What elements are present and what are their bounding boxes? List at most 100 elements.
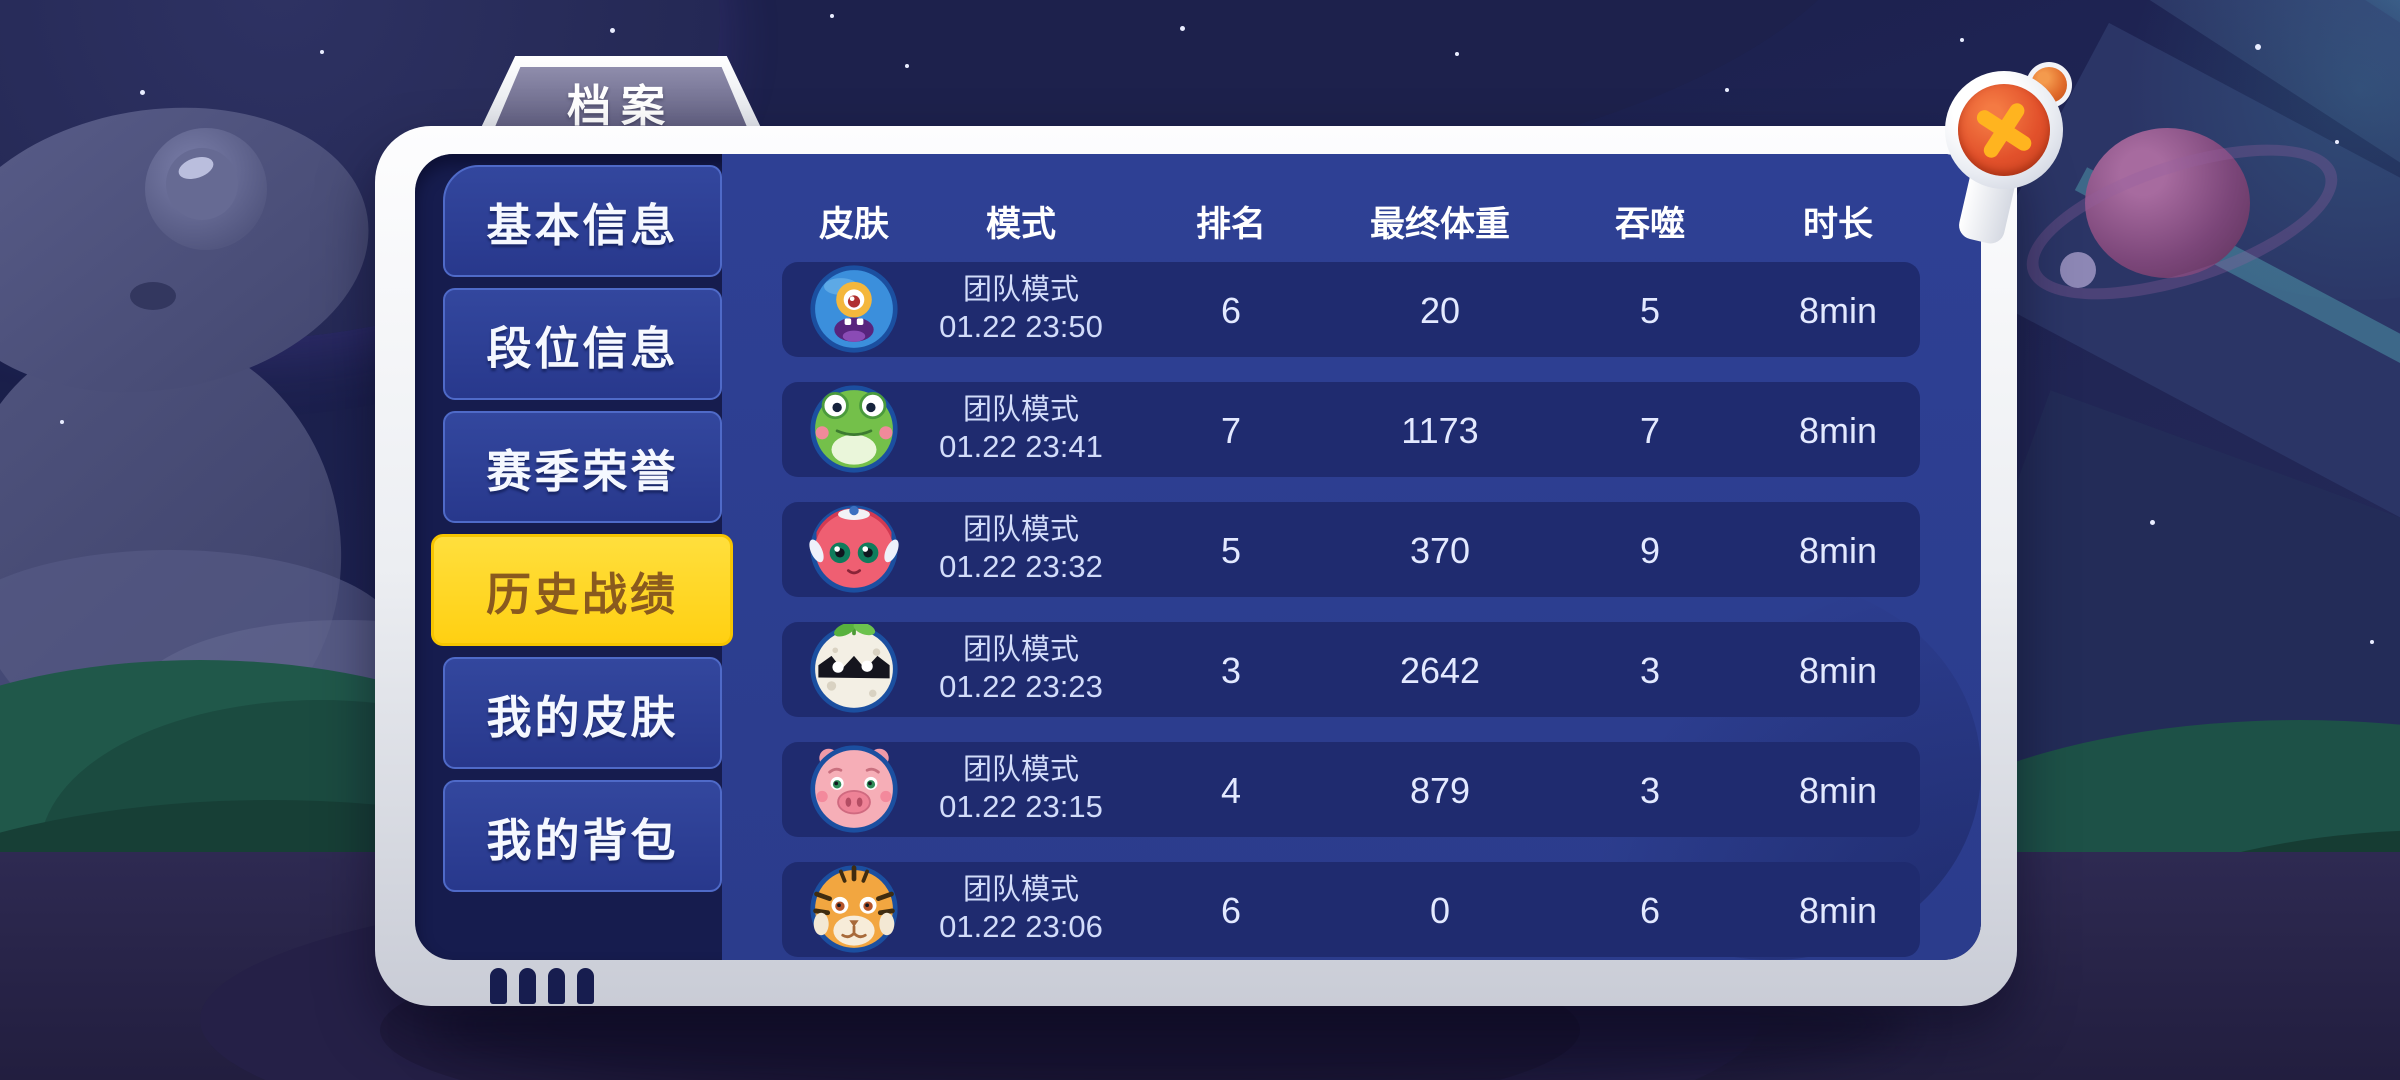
profile-dialog: 皮肤 模式 排名 最终体重 吞噬 时长 团队模式 01.22 23:50 6 2… <box>375 126 2017 1006</box>
table-row: 团队模式 01.22 23:32 5 370 9 8min <box>782 502 1920 597</box>
devour-cell: 3 <box>1639 650 1661 691</box>
duration-cell: 8min <box>1798 410 1878 451</box>
devour-cell: 3 <box>1639 770 1661 811</box>
star <box>320 50 324 54</box>
star <box>2370 640 2374 644</box>
col-header-devour: 吞噬 <box>1614 205 1685 244</box>
sidebar-item-my-backpack[interactable]: 我的背包 <box>443 780 722 892</box>
panel-notch <box>577 968 594 1004</box>
tab-title: 档案 <box>567 82 675 131</box>
panel-notch <box>519 968 536 1004</box>
duration-cell: 8min <box>1798 290 1878 331</box>
weight-cell: 2642 <box>1399 650 1481 691</box>
star <box>1725 88 1729 92</box>
star <box>1455 52 1459 56</box>
star <box>2335 140 2339 144</box>
star <box>1180 26 1185 31</box>
robot-mouth <box>130 282 176 310</box>
rank-cell: 4 <box>1220 770 1242 811</box>
mode-label: 团队模式 <box>962 394 1079 426</box>
duration-cell: 8min <box>1798 650 1878 691</box>
star <box>2150 520 2155 525</box>
mode-cell: 团队模式 01.22 23:41 <box>891 392 1151 466</box>
sidebar-item-label: 段位信息 <box>486 322 679 374</box>
mode-cell: 团队模式 01.22 23:15 <box>891 752 1151 826</box>
devour-cell: 9 <box>1639 530 1661 571</box>
weight-cell: 0 <box>1429 890 1451 931</box>
mini-moon <box>2060 252 2096 288</box>
sidebar-item-label: 基本信息 <box>486 199 679 251</box>
sidebar-item-season-honors[interactable]: 赛季荣誉 <box>443 411 722 523</box>
col-header-weight: 最终体重 <box>1369 205 1510 244</box>
sidebar-item-basic-info[interactable]: 基本信息 <box>443 165 722 277</box>
sidebar-item-label: 历史战绩 <box>485 568 678 620</box>
mode-cell: 团队模式 01.22 23:32 <box>891 512 1151 586</box>
sidebar-item-my-skins[interactable]: 我的皮肤 <box>443 657 722 769</box>
avatar-cyclops-icon <box>809 264 899 354</box>
star <box>610 28 615 33</box>
table-row: 团队模式 01.22 23:50 6 20 5 8min <box>782 262 1920 357</box>
profile-tab-face <box>492 67 750 134</box>
devour-cell: 6 <box>1639 890 1661 931</box>
sidebar-item-label: 我的皮肤 <box>486 691 679 743</box>
dialog-content: 皮肤 模式 排名 最终体重 吞噬 时长 团队模式 01.22 23:50 6 2… <box>415 154 1981 960</box>
star <box>60 420 64 424</box>
avatar-sprout-icon <box>809 624 899 714</box>
duration-cell: 8min <box>1798 770 1878 811</box>
col-header-mode: 模式 <box>985 205 1056 244</box>
avatar-tiger-icon <box>809 864 899 954</box>
mode-label: 团队模式 <box>962 874 1079 906</box>
match-time: 01.22 23:32 <box>939 549 1103 584</box>
weight-cell: 20 <box>1419 290 1461 331</box>
table-row: 团队模式 01.22 23:06 6 0 6 8min <box>782 862 1920 957</box>
mode-label: 团队模式 <box>962 274 1079 306</box>
sidebar-item-label: 赛季荣誉 <box>486 445 679 497</box>
sidebar-item-history-records[interactable]: 历史战绩 <box>431 534 733 646</box>
match-time: 01.22 23:23 <box>939 669 1103 704</box>
mode-cell: 团队模式 01.22 23:50 <box>891 272 1151 346</box>
table-row: 团队模式 01.22 23:15 4 879 3 8min <box>782 742 1920 837</box>
star <box>905 64 909 68</box>
rank-cell: 3 <box>1220 650 1242 691</box>
col-header-rank: 排名 <box>1195 205 1266 244</box>
weight-cell: 370 <box>1409 530 1471 571</box>
avatar-red-imp-icon <box>809 504 899 594</box>
match-time: 01.22 23:15 <box>939 789 1103 824</box>
profile-tab: 档案 <box>478 56 764 134</box>
mode-label: 团队模式 <box>962 754 1079 786</box>
avatar-pig-icon <box>809 744 899 834</box>
rank-cell: 6 <box>1220 290 1242 331</box>
col-header-duration: 时长 <box>1802 205 1873 244</box>
weight-cell: 1173 <box>1401 410 1479 451</box>
sidebar-item-label: 我的背包 <box>486 814 679 866</box>
rank-cell: 5 <box>1220 530 1242 571</box>
avatar-frog-icon <box>809 384 899 474</box>
mode-cell: 团队模式 01.22 23:23 <box>891 632 1151 706</box>
table-row: 团队模式 01.22 23:41 7 1173 7 8min <box>782 382 1920 477</box>
rank-cell: 7 <box>1220 410 1242 451</box>
panel-notch <box>490 968 507 1004</box>
match-time: 01.22 23:06 <box>939 909 1103 944</box>
match-time: 01.22 23:50 <box>939 309 1103 344</box>
duration-cell: 8min <box>1798 890 1878 931</box>
col-header-skin: 皮肤 <box>818 205 889 244</box>
sidebar-item-rank-info[interactable]: 段位信息 <box>443 288 722 400</box>
devour-cell: 5 <box>1639 290 1661 331</box>
star <box>140 90 145 95</box>
mode-label: 团队模式 <box>962 634 1079 666</box>
purple-planet <box>2085 128 2250 278</box>
star <box>2255 44 2261 50</box>
rank-cell: 6 <box>1220 890 1242 931</box>
duration-cell: 8min <box>1798 530 1878 571</box>
star <box>1960 38 1964 42</box>
match-time: 01.22 23:41 <box>939 429 1103 464</box>
devour-cell: 7 <box>1639 410 1661 451</box>
close-button[interactable] <box>1958 84 2050 176</box>
weight-cell: 879 <box>1409 770 1471 811</box>
history-table-area: 皮肤 模式 排名 最终体重 吞噬 时长 团队模式 01.22 23:50 6 2… <box>722 154 1981 960</box>
panel-notch <box>548 968 565 1004</box>
mode-cell: 团队模式 01.22 23:06 <box>891 872 1151 946</box>
star <box>830 14 834 18</box>
mode-label: 团队模式 <box>962 514 1079 546</box>
table-row: 团队模式 01.22 23:23 3 2642 3 8min <box>782 622 1920 717</box>
